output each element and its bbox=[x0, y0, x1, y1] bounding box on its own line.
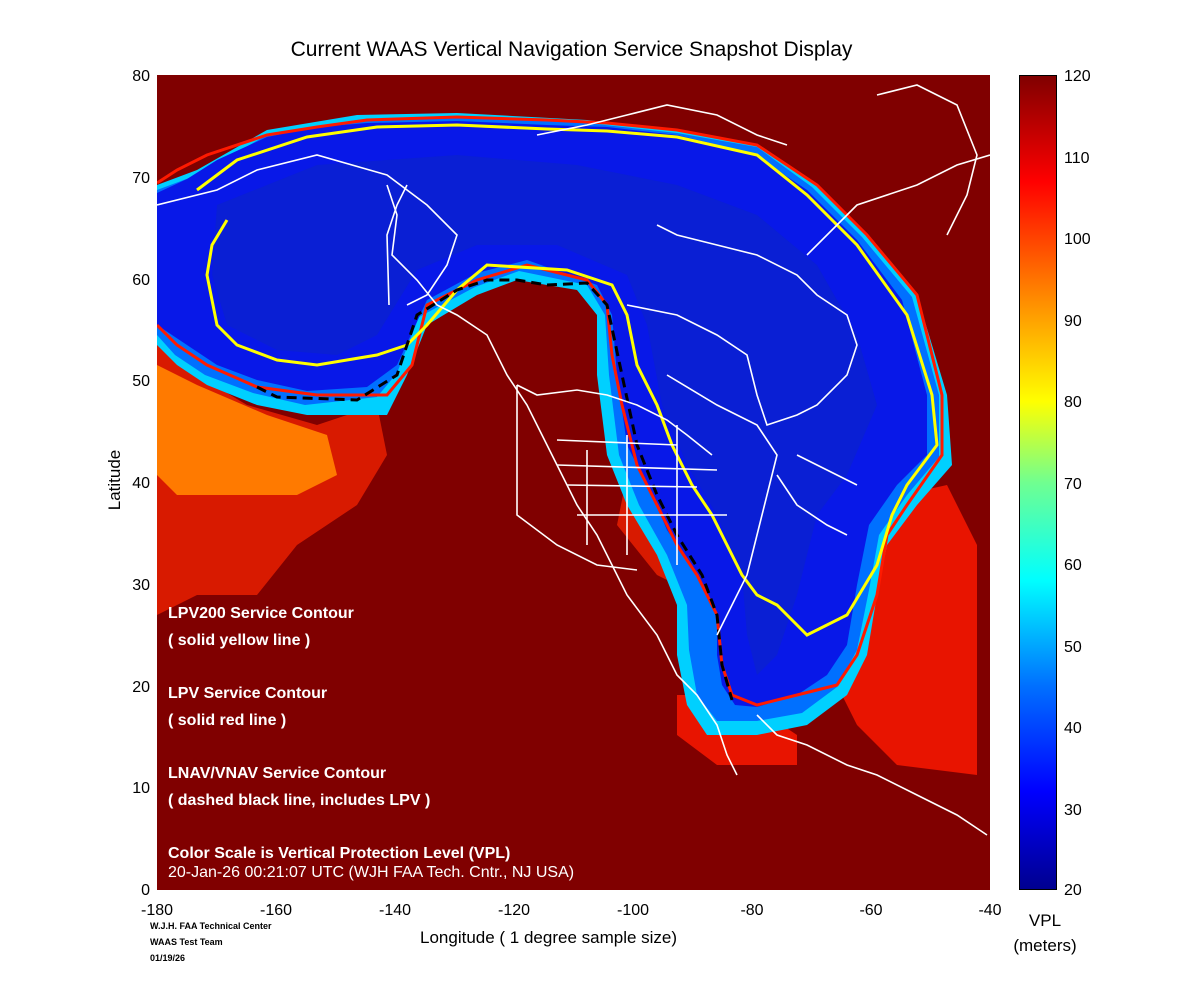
y-tick: 0 bbox=[141, 882, 150, 899]
x-tick: -140 bbox=[378, 902, 412, 919]
legend-lpv-desc: ( solid red line ) bbox=[168, 712, 287, 729]
deep-blue-core bbox=[212, 155, 877, 675]
x-tick: -60 bbox=[859, 902, 883, 919]
y-tick: 60 bbox=[132, 272, 150, 289]
colorbar bbox=[1019, 75, 1057, 890]
y-tick: 80 bbox=[132, 68, 150, 85]
colorbar-tick: 40 bbox=[1064, 720, 1082, 737]
lpv200-contour bbox=[196, 123, 939, 637]
lpv-contour bbox=[157, 115, 944, 707]
colorbar-tick: 90 bbox=[1064, 313, 1082, 330]
colorbar-tick: 70 bbox=[1064, 476, 1082, 493]
colorbar-label: VPL (meters) bbox=[1010, 908, 1080, 958]
colorbar-tick: 20 bbox=[1064, 882, 1082, 899]
legend-lnav-title: LNAV/VNAV Service Contour bbox=[168, 765, 387, 782]
y-tick: 40 bbox=[132, 475, 150, 492]
x-tick: -100 bbox=[616, 902, 650, 919]
y-tick: 10 bbox=[132, 780, 150, 797]
colorbar-tick: 110 bbox=[1064, 150, 1090, 167]
credit-date: 01/19/26 bbox=[150, 953, 186, 963]
colorbar-tick: 80 bbox=[1064, 394, 1082, 411]
legend-lpv200-desc: ( solid yellow line ) bbox=[168, 632, 311, 649]
legend-timestamp: 20-Jan-26 00:21:07 UTC (WJH FAA Tech. Cn… bbox=[168, 864, 575, 881]
coastlines bbox=[157, 84, 990, 836]
y-tick: 30 bbox=[132, 577, 150, 594]
y-tick: 50 bbox=[132, 373, 150, 390]
colorbar-tick: 60 bbox=[1064, 557, 1082, 574]
y-tick: 70 bbox=[132, 170, 150, 187]
x-tick: -180 bbox=[140, 902, 174, 919]
chart-title: Current WAAS Vertical Navigation Service… bbox=[290, 38, 853, 61]
pacific-orange-region bbox=[157, 365, 337, 495]
legend-scale-note: Color Scale is Vertical Protection Level… bbox=[168, 845, 511, 862]
waas-vpl-map bbox=[157, 75, 990, 890]
colorbar-tick: 100 bbox=[1064, 231, 1091, 248]
legend-lnav-desc: ( dashed black line, includes LPV ) bbox=[168, 792, 431, 809]
x-axis-label: Longitude ( 1 degree sample size) bbox=[420, 928, 678, 947]
lnav-vnav-contour bbox=[256, 278, 734, 701]
credit-team: WAAS Test Team bbox=[150, 937, 223, 947]
x-tick: -40 bbox=[978, 902, 1002, 919]
credit-org: W.J.H. FAA Technical Center bbox=[150, 921, 272, 931]
colorbar-tick: 30 bbox=[1064, 802, 1082, 819]
x-tick: -80 bbox=[740, 902, 764, 919]
y-axis-label: Latitude bbox=[105, 449, 124, 511]
legend-lpv-title: LPV Service Contour bbox=[168, 685, 328, 702]
colorbar-tick: 120 bbox=[1064, 68, 1091, 85]
colorbar-label-units: (meters) bbox=[1013, 936, 1077, 955]
legend-lpv200-title: LPV200 Service Contour bbox=[168, 605, 354, 622]
colorbar-tick: 50 bbox=[1064, 639, 1082, 656]
colorbar-label-vpl: VPL bbox=[1028, 911, 1062, 930]
y-tick: 20 bbox=[132, 679, 150, 696]
x-tick: -120 bbox=[497, 902, 531, 919]
x-tick: -160 bbox=[259, 902, 293, 919]
